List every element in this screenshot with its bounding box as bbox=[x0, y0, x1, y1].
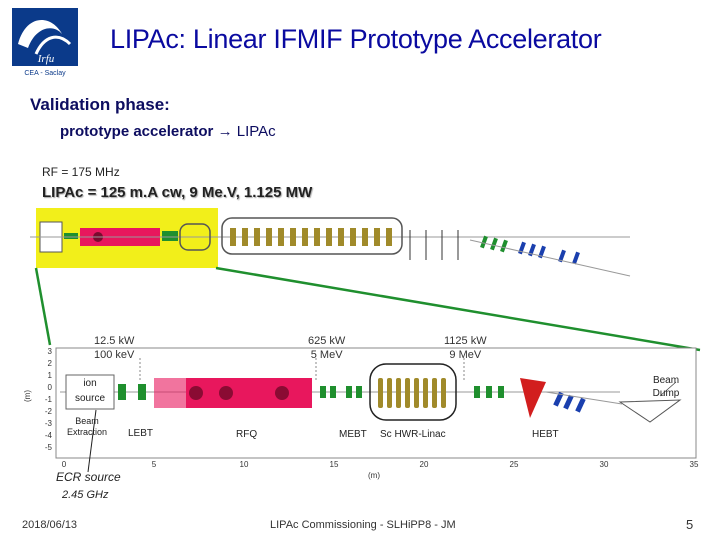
footer-date: 2018/06/13 bbox=[22, 519, 78, 531]
logo-caption: CEA - Saclay bbox=[24, 70, 66, 77]
y-tick: 3 bbox=[48, 347, 53, 356]
mebt-quad bbox=[346, 386, 352, 398]
x-tick: 35 bbox=[690, 460, 699, 469]
y-tick: 2 bbox=[48, 359, 53, 368]
y-tick: 0 bbox=[48, 383, 53, 392]
mebt-quad bbox=[330, 386, 336, 398]
accelerator-overview bbox=[30, 208, 631, 277]
plot-frame bbox=[55, 347, 697, 459]
hebt-quad bbox=[498, 386, 504, 398]
mebt-label: MEBT bbox=[339, 429, 367, 440]
x-tick: 5 bbox=[152, 460, 157, 469]
footer-text: LIPAc Commissioning - SLHiPP8 - JM bbox=[270, 519, 456, 531]
x-axis-label: (m) bbox=[368, 471, 380, 480]
lipac-parameters: LIPAc = 125 m.A cw, 9 Me.V, 1.125 MW bbox=[42, 184, 313, 201]
page-title: LIPAc: Linear IFMIF Prototype Accelerato… bbox=[110, 24, 602, 54]
power-label-linac: 1125 kW 9 MeV bbox=[444, 335, 487, 361]
hebt-quad bbox=[486, 386, 492, 398]
logo-text: Irfu bbox=[37, 53, 55, 65]
lipac-label: LIPAc bbox=[236, 123, 276, 140]
mebt-quad bbox=[356, 386, 362, 398]
y-tick: -4 bbox=[45, 431, 53, 440]
cryomodule bbox=[369, 363, 457, 421]
irfu-logo: Irfu CEA - Saclay bbox=[6, 4, 84, 78]
prototype-line: prototype accelerator → LIPAc bbox=[60, 123, 276, 140]
page-number: 5 bbox=[686, 517, 694, 532]
beam-dump-label: Beam Dump bbox=[652, 375, 680, 399]
overview-mebt bbox=[179, 223, 211, 251]
phase-heading: Validation phase: bbox=[30, 95, 170, 114]
ecr-source-label: ECR source bbox=[56, 470, 121, 484]
x-tick: 15 bbox=[330, 460, 339, 469]
ecr-pointer bbox=[87, 409, 97, 473]
bending-dipole bbox=[520, 378, 546, 418]
overview-linac bbox=[221, 217, 403, 255]
rfq-port bbox=[219, 386, 233, 400]
accelerator-layout-diagram: 3 2 1 0 -1 -2 -3 -4 -5 (m) 0 5 10 15 20 … bbox=[23, 266, 701, 480]
power-label-lebt: 12.5 kW 100 keV bbox=[94, 335, 135, 361]
x-tick: 25 bbox=[510, 460, 519, 469]
hebt-label: HEBT bbox=[532, 429, 559, 440]
zoom-line-right bbox=[215, 266, 701, 352]
mebt-quad bbox=[320, 386, 326, 398]
right-arrow-icon: → bbox=[217, 123, 233, 140]
lebt-solenoid bbox=[138, 384, 146, 400]
ecr-frequency: 2.45 GHz bbox=[62, 489, 109, 501]
hebt-quad bbox=[474, 386, 480, 398]
y-tick: 1 bbox=[48, 371, 53, 380]
x-tick: 20 bbox=[420, 460, 429, 469]
hebt-quads-blue bbox=[553, 391, 586, 413]
rfq-coupler bbox=[154, 378, 188, 408]
hwr-cavities bbox=[378, 378, 446, 408]
x-tick: 30 bbox=[600, 460, 609, 469]
y-tick: -2 bbox=[45, 407, 53, 416]
rfq-port bbox=[275, 386, 289, 400]
prototype-label: prototype accelerator bbox=[60, 123, 214, 140]
rfq-label: RFQ bbox=[236, 429, 258, 440]
rfq-body bbox=[186, 378, 312, 408]
rfq-port bbox=[189, 386, 203, 400]
ion-source-label: ion source bbox=[74, 378, 105, 404]
lebt-solenoid bbox=[118, 384, 126, 400]
y-tick: -5 bbox=[45, 443, 53, 452]
power-label-rfq: 625 kW 5 MeV bbox=[308, 335, 346, 361]
x-tick: 0 bbox=[62, 460, 67, 469]
y-axis-label: (m) bbox=[23, 390, 32, 402]
beam-extraction-label: Beam Extraction bbox=[66, 416, 108, 437]
overview-lebt bbox=[64, 233, 78, 239]
lebt-label: LEBT bbox=[128, 428, 154, 439]
rf-frequency: RF = 175 MHz bbox=[42, 165, 120, 179]
x-tick: 10 bbox=[240, 460, 249, 469]
ion-source-box bbox=[65, 374, 115, 410]
y-tick: -3 bbox=[45, 419, 53, 428]
zoom-line-left bbox=[34, 267, 52, 346]
y-tick: -1 bbox=[45, 395, 53, 404]
sc-hwr-linac-label: Sc HWR-Linac bbox=[380, 429, 446, 440]
beam-dump bbox=[618, 399, 682, 423]
